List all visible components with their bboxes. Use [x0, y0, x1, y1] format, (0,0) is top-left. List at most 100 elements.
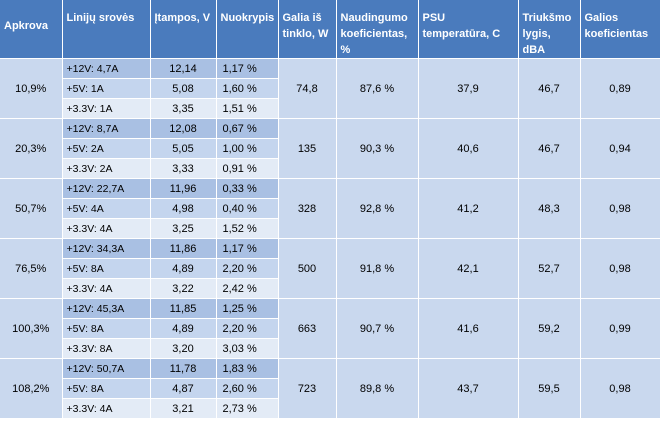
line-current-cell: +5V: 1A	[62, 78, 151, 99]
voltage-cell: 3,21	[150, 398, 217, 419]
temperature-cell: 42,1	[418, 238, 519, 299]
voltage-cell: 12,14	[150, 58, 217, 79]
table-row: 108,2% +12V: 50,7A 11,78 1,83 % 723 89,8…	[0, 358, 660, 419]
table-row: +5V: 8A 4,87 2,60 %	[0, 378, 660, 399]
voltage-cell: 4,98	[150, 198, 217, 219]
load-cell: 108,2%	[0, 358, 63, 419]
table-row: +5V: 4A 4,98 0,40 %	[0, 198, 660, 219]
header-noise: Triukšmo lygis, dBA	[518, 0, 581, 59]
line-current-cell: +5V: 8A	[62, 318, 151, 339]
table-row: +3.3V: 4A 3,21 2,73 %	[0, 398, 660, 419]
power-factor-cell: 0,99	[580, 298, 660, 359]
power-factor-cell: 0,98	[580, 238, 660, 299]
table-row: 20,3% +12V: 8,7A 12,08 0,67 % 135 90,3 %…	[0, 118, 660, 179]
deviation-cell: 2,73 %	[216, 398, 279, 419]
load-cell: 10,9%	[0, 58, 63, 119]
line-current-cell: +12V: 4,7A	[62, 58, 151, 79]
deviation-cell: 1,00 %	[216, 138, 279, 159]
line-current-cell: +5V: 8A	[62, 378, 151, 399]
deviation-cell: 0,67 %	[216, 118, 279, 139]
noise-cell: 59,2	[518, 298, 581, 359]
deviation-cell: 2,20 %	[216, 258, 279, 279]
deviation-cell: 0,40 %	[216, 198, 279, 219]
voltage-cell: 5,08	[150, 78, 217, 99]
efficiency-cell: 90,3 %	[336, 118, 419, 179]
power-factor-cell: 0,98	[580, 178, 660, 239]
voltage-cell: 4,89	[150, 318, 217, 339]
temperature-cell: 37,9	[418, 58, 519, 119]
table-row: +3.3V: 4A 3,25 1,52 %	[0, 218, 660, 239]
voltage-cell: 5,05	[150, 138, 217, 159]
voltage-cell: 3,22	[150, 278, 217, 299]
voltage-cell: 12,08	[150, 118, 217, 139]
header-efficiency: Naudingumo koeficientas, %	[336, 0, 419, 59]
line-current-cell: +3.3V: 1A	[62, 98, 151, 119]
line-current-cell: +3.3V: 4A	[62, 398, 151, 419]
table-row: 10,9% +12V: 4,7A 12,14 1,17 % 74,8 87,6 …	[0, 58, 660, 119]
table-row: 50,7% +12V: 22,7A 11,96 0,33 % 328 92,8 …	[0, 178, 660, 239]
header-psu-temperature: PSU temperatūra, C	[418, 0, 519, 59]
temperature-cell: 41,6	[418, 298, 519, 359]
power-factor-cell: 0,98	[580, 358, 660, 419]
voltage-cell: 11,78	[150, 358, 217, 379]
header-load: Apkrova	[0, 0, 63, 59]
line-current-cell: +5V: 2A	[62, 138, 151, 159]
noise-cell: 46,7	[518, 118, 581, 179]
deviation-cell: 1,51 %	[216, 98, 279, 119]
table-row: 76,5% +12V: 34,3A 11,86 1,17 % 500 91,8 …	[0, 238, 660, 299]
load-cell: 100,3%	[0, 298, 63, 359]
table-row: 100,3% +12V: 45,3A 11,85 1,25 % 663 90,7…	[0, 298, 660, 359]
deviation-cell: 1,25 %	[216, 298, 279, 319]
line-current-cell: +3.3V: 8A	[62, 338, 151, 359]
voltage-cell: 3,20	[150, 338, 217, 359]
temperature-cell: 40,6	[418, 118, 519, 179]
deviation-cell: 1,17 %	[216, 238, 279, 259]
efficiency-cell: 92,8 %	[336, 178, 419, 239]
power-cell: 723	[278, 358, 337, 419]
temperature-cell: 41,2	[418, 178, 519, 239]
power-cell: 328	[278, 178, 337, 239]
line-current-cell: +3.3V: 4A	[62, 218, 151, 239]
table-row: +5V: 1A 5,08 1,60 %	[0, 78, 660, 99]
deviation-cell: 2,42 %	[216, 278, 279, 299]
power-cell: 500	[278, 238, 337, 299]
efficiency-cell: 87,6 %	[336, 58, 419, 119]
load-cell: 20,3%	[0, 118, 63, 179]
voltage-cell: 3,25	[150, 218, 217, 239]
table-row: +5V: 8A 4,89 2,20 %	[0, 318, 660, 339]
deviation-cell: 1,83 %	[216, 358, 279, 379]
voltage-cell: 3,35	[150, 98, 217, 119]
deviation-cell: 2,20 %	[216, 318, 279, 339]
line-current-cell: +3.3V: 2A	[62, 158, 151, 179]
voltage-cell: 11,85	[150, 298, 217, 319]
header-deviation: Nuokrypis	[216, 0, 279, 59]
efficiency-cell: 91,8 %	[336, 238, 419, 299]
noise-cell: 59,5	[518, 358, 581, 419]
power-cell: 663	[278, 298, 337, 359]
table-row: +5V: 8A 4,89 2,20 %	[0, 258, 660, 279]
efficiency-cell: 89,8 %	[336, 358, 419, 419]
table-row: +3.3V: 8A 3,20 3,03 %	[0, 338, 660, 359]
line-current-cell: +12V: 45,3A	[62, 298, 151, 319]
line-current-cell: +12V: 34,3A	[62, 238, 151, 259]
voltage-cell: 11,96	[150, 178, 217, 199]
efficiency-cell: 90,7 %	[336, 298, 419, 359]
load-cell: 50,7%	[0, 178, 63, 239]
voltage-cell: 3,33	[150, 158, 217, 179]
load-cell: 76,5%	[0, 238, 63, 299]
table-row: +3.3V: 1A 3,35 1,51 %	[0, 98, 660, 119]
header-row: Apkrova Linijų srovės Įtampos, V Nuokryp…	[0, 0, 660, 59]
noise-cell: 52,7	[518, 238, 581, 299]
noise-cell: 46,7	[518, 58, 581, 119]
noise-cell: 48,3	[518, 178, 581, 239]
deviation-cell: 3,03 %	[216, 338, 279, 359]
table-row: +3.3V: 4A 3,22 2,42 %	[0, 278, 660, 299]
header-line-currents: Linijų srovės	[62, 0, 151, 59]
deviation-cell: 0,33 %	[216, 178, 279, 199]
power-cell: 74,8	[278, 58, 337, 119]
power-cell: 135	[278, 118, 337, 179]
header-power-factor: Galios koeficientas	[580, 0, 660, 59]
deviation-cell: 1,17 %	[216, 58, 279, 79]
voltage-cell: 4,89	[150, 258, 217, 279]
